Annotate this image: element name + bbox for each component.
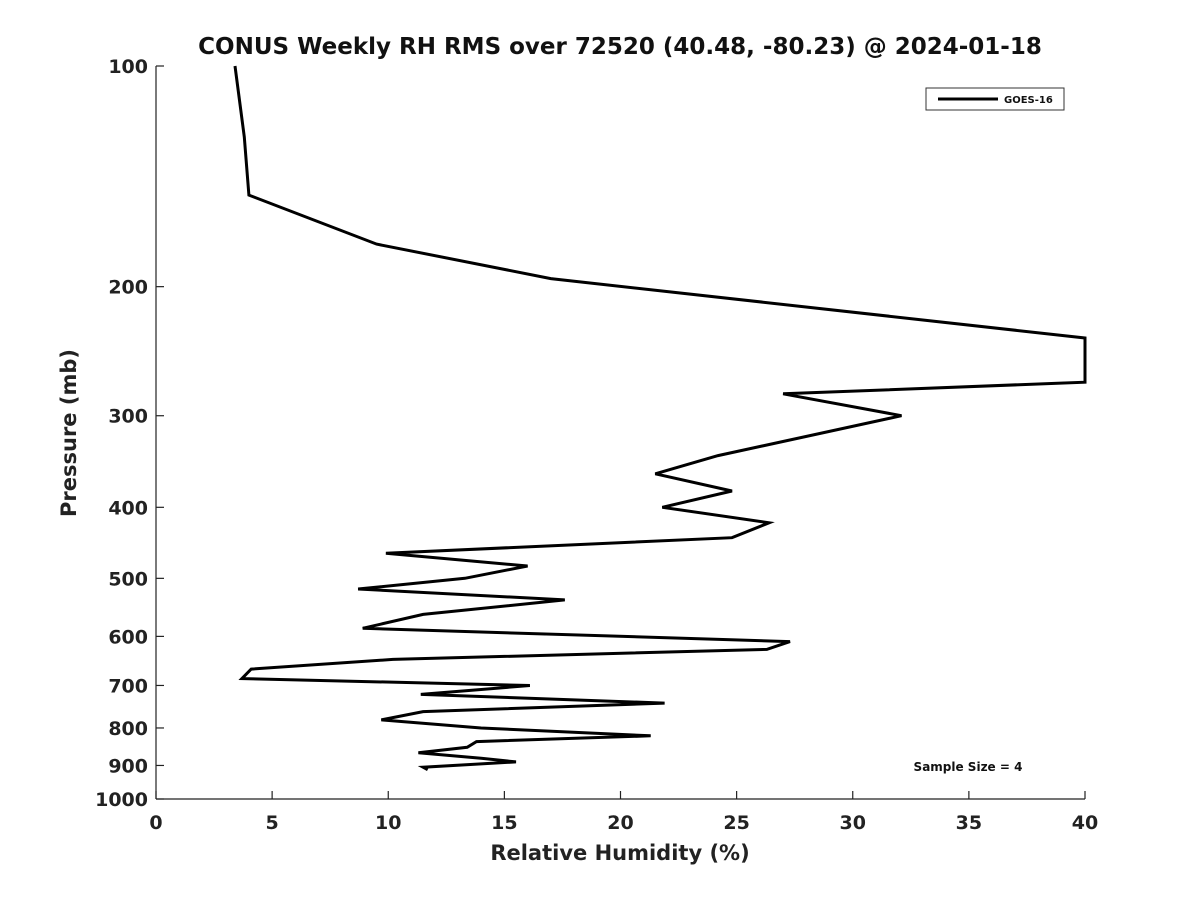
series-line-goes-16: [233, 65, 1087, 772]
x-tick-label: 10: [375, 812, 401, 834]
y-tick-label: 200: [108, 277, 148, 299]
y-tick-label: 500: [108, 568, 148, 590]
x-ticks: 0 5 10 15 20 25 30 35 40: [149, 791, 1098, 834]
y-tick-label: 700: [108, 675, 148, 697]
x-tick-label: 20: [607, 812, 633, 834]
y-tick-label: 400: [108, 497, 148, 519]
y-tick-label: 100: [108, 56, 148, 78]
plot-area: [156, 66, 1085, 799]
y-axis-label: Pressure (mb): [57, 349, 81, 517]
y-tick-label: 800: [108, 718, 148, 740]
y-tick-label: 1000: [95, 789, 148, 811]
x-tick-label: 5: [266, 812, 279, 834]
series-layer: [233, 65, 1087, 772]
x-tick-label: 40: [1072, 812, 1098, 834]
x-axis-label: Relative Humidity (%): [490, 841, 749, 865]
chart-title: CONUS Weekly RH RMS over 72520 (40.48, -…: [198, 34, 1042, 60]
x-tick-label: 25: [723, 812, 749, 834]
x-tick-label: 15: [491, 812, 517, 834]
sample-size-annotation: Sample Size = 4: [914, 760, 1023, 774]
x-tick-label: 35: [956, 812, 982, 834]
y-tick-label: 900: [108, 755, 148, 777]
y-tick-label: 600: [108, 626, 148, 648]
legend-label-goes-16: GOES-16: [1004, 95, 1053, 106]
x-tick-label: 30: [840, 812, 866, 834]
y-ticks: 100 200 300 400 500 600 700 800 900 1000: [95, 56, 164, 811]
legend: GOES-16: [925, 87, 1065, 111]
y-tick-label: 300: [108, 406, 148, 428]
x-tick-label: 0: [149, 812, 162, 834]
